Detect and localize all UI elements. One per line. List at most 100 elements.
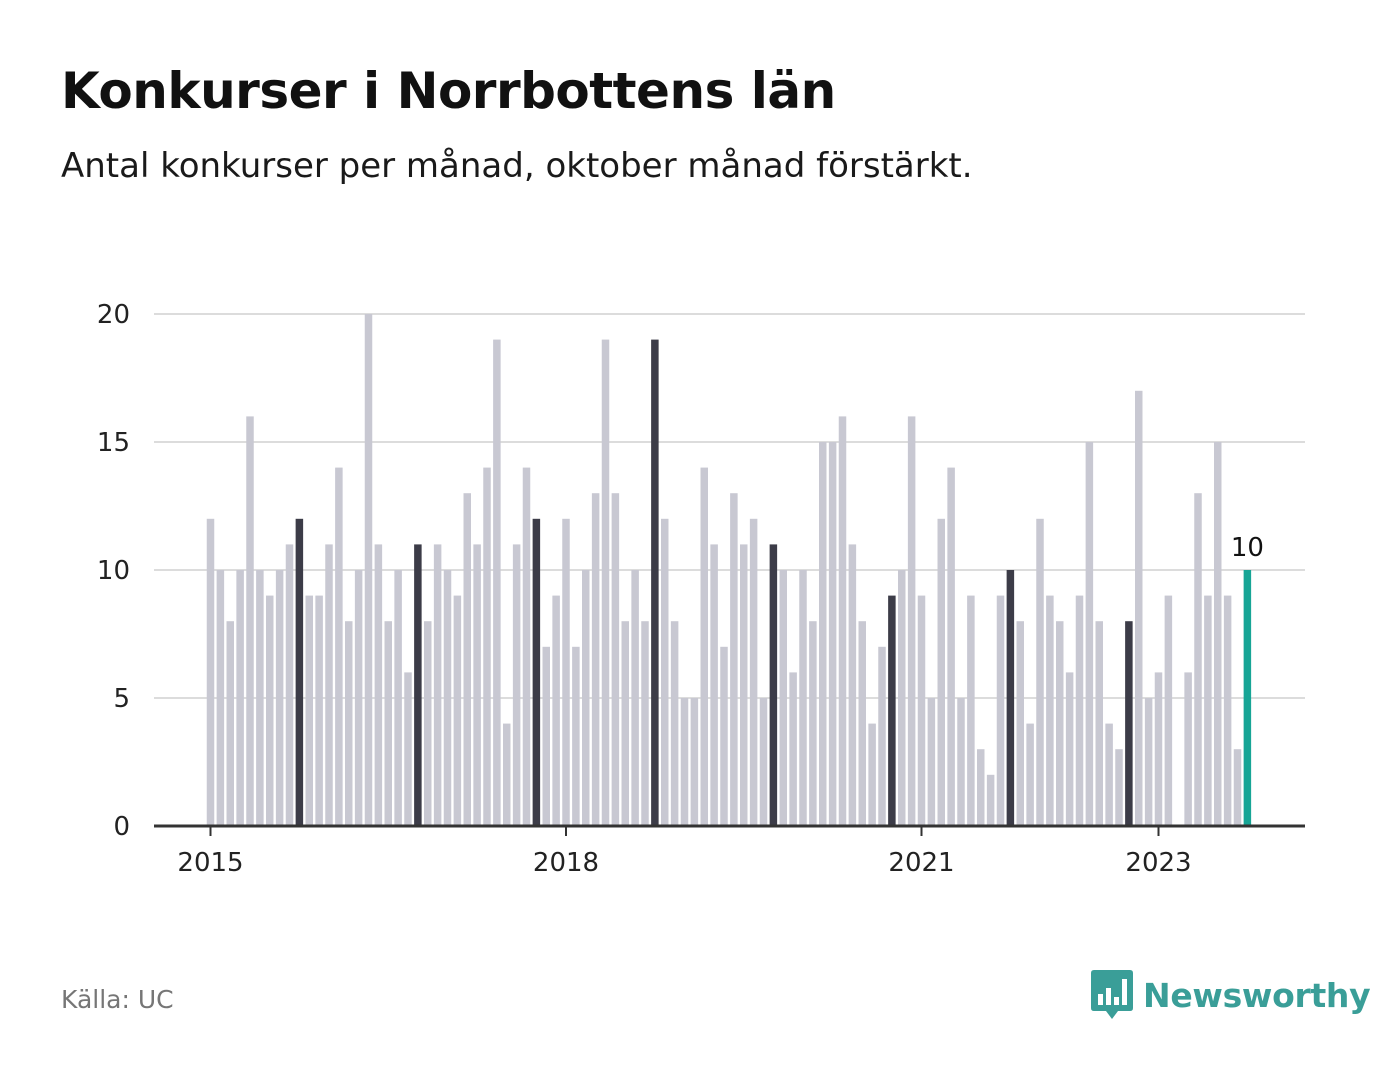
bar	[1194, 493, 1202, 826]
bar	[1125, 621, 1133, 826]
bar	[809, 621, 817, 826]
bar	[1115, 749, 1123, 826]
bar	[631, 570, 639, 826]
newsworthy-icon	[1091, 970, 1133, 1019]
bar	[779, 570, 787, 826]
bar	[611, 493, 620, 826]
bar	[414, 544, 422, 826]
bar	[907, 416, 916, 826]
bar	[680, 698, 689, 826]
bar	[266, 595, 274, 826]
bar	[305, 595, 313, 826]
bar	[1135, 390, 1143, 826]
bar	[1243, 570, 1252, 826]
bar	[226, 621, 234, 826]
bar	[354, 570, 363, 826]
bar	[522, 467, 531, 826]
bar	[937, 518, 945, 826]
bar	[878, 646, 886, 826]
bar	[503, 723, 511, 826]
bar	[364, 314, 373, 826]
bar	[246, 416, 254, 826]
x-tick-label: 2018	[533, 848, 599, 878]
y-tick-label: 5	[113, 684, 130, 714]
y-tick-label: 10	[97, 556, 130, 586]
bar	[700, 467, 708, 826]
bar	[1105, 723, 1113, 826]
bar	[690, 698, 699, 826]
bar	[1075, 595, 1084, 826]
bar	[473, 544, 481, 826]
bar	[384, 621, 392, 826]
bar	[315, 595, 323, 826]
bar	[582, 570, 590, 826]
bar	[433, 544, 442, 826]
bar	[1144, 698, 1153, 826]
x-tick-label: 2021	[888, 848, 954, 878]
bar	[206, 518, 215, 826]
bar	[730, 493, 738, 826]
bar	[1036, 518, 1044, 826]
bar	[769, 544, 778, 826]
bar	[394, 570, 402, 826]
bar	[1006, 570, 1015, 826]
bar	[1184, 672, 1192, 826]
bar	[1204, 595, 1212, 826]
bar	[957, 698, 965, 826]
bar	[621, 621, 629, 826]
bar	[1056, 621, 1064, 826]
x-tick-label: 2015	[177, 848, 243, 878]
bar	[325, 544, 333, 826]
bar	[483, 467, 491, 826]
bar	[552, 595, 560, 826]
bar	[888, 595, 896, 826]
bar	[670, 621, 679, 826]
bar	[404, 672, 412, 826]
bar	[898, 570, 906, 826]
y-tick-label: 15	[97, 428, 130, 458]
bar	[661, 518, 669, 826]
data-label: 10	[1231, 533, 1264, 563]
bar	[1095, 621, 1103, 826]
y-tick-label: 0	[113, 812, 130, 842]
bar	[345, 621, 353, 826]
bar	[285, 544, 294, 826]
bar	[749, 518, 758, 826]
bar	[986, 774, 995, 826]
bar	[275, 570, 284, 826]
bar	[759, 698, 768, 826]
bar	[443, 570, 452, 826]
bar	[256, 570, 264, 826]
bar	[1154, 672, 1163, 826]
bar	[1164, 595, 1173, 826]
bar	[828, 442, 837, 826]
bar	[591, 493, 600, 826]
bar	[977, 749, 985, 826]
bar	[996, 595, 1005, 826]
chart-subtitle: Antal konkurser per månad, oktober månad…	[61, 146, 973, 186]
x-tick-label: 2023	[1125, 848, 1191, 878]
y-tick-label: 20	[97, 300, 130, 330]
bar	[967, 595, 975, 826]
bar	[512, 544, 521, 826]
bar	[819, 442, 827, 826]
bar	[463, 493, 471, 826]
chart-title: Konkurser i Norrbottens län	[61, 62, 836, 120]
bar	[542, 646, 550, 826]
bar	[1085, 442, 1094, 826]
bar	[335, 467, 343, 826]
bar	[1065, 672, 1074, 826]
bar	[947, 467, 955, 826]
bar	[710, 544, 718, 826]
brand-logo: Newsworthy	[1091, 970, 1371, 1020]
bar	[1016, 621, 1024, 826]
bar	[651, 339, 659, 826]
bar	[848, 544, 857, 826]
bar	[493, 339, 501, 826]
bar	[424, 621, 432, 826]
source-label: Källa: UC	[61, 985, 174, 1014]
bar	[799, 570, 807, 826]
bar	[295, 518, 304, 826]
bar	[927, 698, 936, 826]
